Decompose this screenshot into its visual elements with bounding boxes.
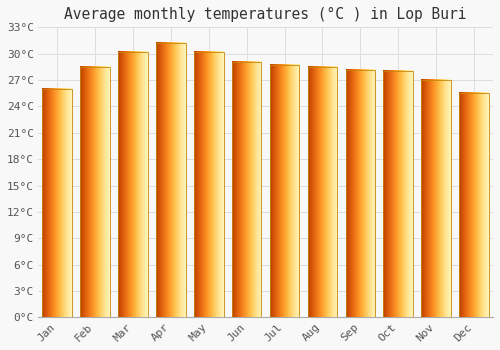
Bar — [270, 65, 300, 317]
Bar — [422, 80, 451, 317]
Bar — [118, 52, 148, 317]
Bar — [346, 70, 375, 317]
Bar — [308, 67, 337, 317]
Bar — [80, 67, 110, 317]
Bar — [42, 89, 72, 317]
Bar — [194, 52, 224, 317]
Bar — [384, 71, 413, 317]
Title: Average monthly temperatures (°C ) in Lop Buri: Average monthly temperatures (°C ) in Lo… — [64, 7, 467, 22]
Bar — [232, 62, 262, 317]
Bar — [156, 43, 186, 317]
Bar — [460, 93, 489, 317]
